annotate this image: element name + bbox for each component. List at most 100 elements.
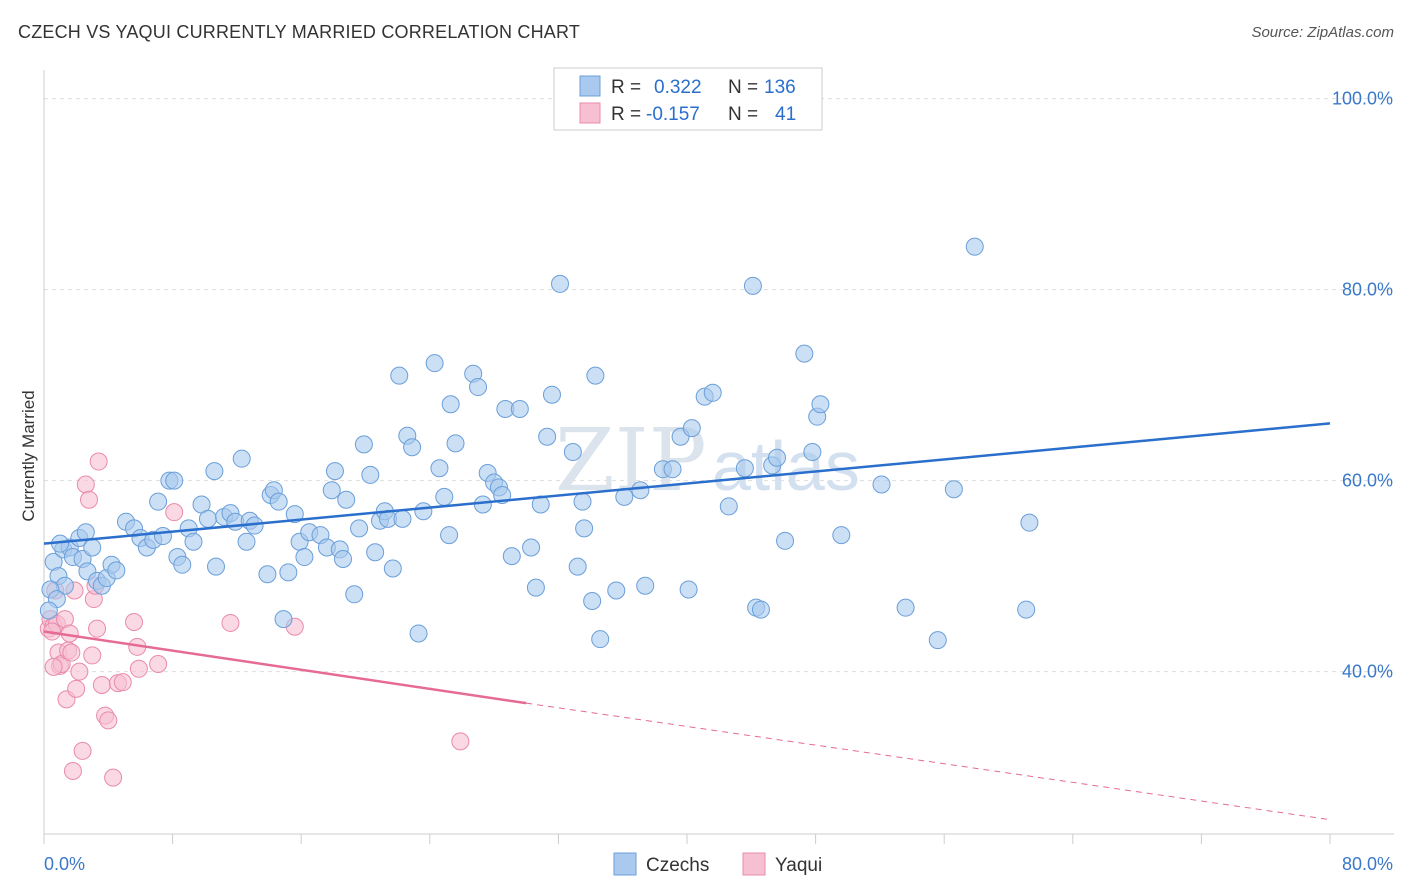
yaqui-legend-label: Yaqui: [775, 855, 822, 876]
yaqui-point: [92, 676, 111, 695]
czech-point: [719, 497, 738, 516]
czech-point: [237, 532, 256, 551]
czech-point: [333, 549, 352, 568]
czech-point: [575, 519, 594, 538]
czechs-legend-swatch: [613, 852, 637, 876]
czech-point: [258, 565, 277, 584]
czech-point: [83, 538, 102, 557]
czech-point: [583, 591, 602, 610]
trend-lines: [43, 422, 1331, 821]
stats-legend: R = 0.322 N = 136 R = -0.157 N = 41: [553, 67, 823, 131]
czech-point: [403, 438, 422, 457]
y-tick-label: 60.0%: [1342, 471, 1393, 491]
yaqui-point: [221, 613, 240, 632]
czech-point: [295, 548, 314, 567]
czech-point: [440, 526, 459, 545]
czech-point: [441, 395, 460, 414]
y-tick-labels: 40.0% 60.0% 80.0% 100.0%: [1332, 89, 1393, 682]
czech-point: [435, 487, 454, 506]
yaqui-n-label: N =: [728, 104, 758, 125]
yaqui-point: [62, 643, 81, 662]
yaqui-point: [73, 741, 92, 760]
czech-point: [811, 395, 830, 414]
czech-point: [538, 427, 557, 446]
source-label: Source: ZipAtlas.com: [1251, 24, 1394, 41]
czech-point: [274, 610, 293, 629]
czech-point: [165, 471, 184, 490]
czech-point: [586, 366, 605, 385]
czech-point: [896, 598, 915, 617]
czech-point: [872, 475, 891, 494]
czech-point: [153, 527, 172, 546]
czech-point: [173, 555, 192, 574]
czech-point: [149, 492, 168, 511]
czech-point: [944, 480, 963, 499]
czech-point: [414, 502, 433, 521]
x-tick-label: 80.0%: [1342, 854, 1393, 874]
yaqui-legend-swatch-bottom: [742, 852, 766, 876]
yaqui-point: [125, 612, 144, 631]
series-legend: Czechs Yaqui: [613, 852, 822, 876]
czech-trend-line: [43, 422, 1331, 545]
czech-r-label: R =: [611, 77, 641, 98]
grid-lines: [44, 98, 1394, 673]
czech-point: [568, 557, 587, 576]
x-tick-label: 0.0%: [44, 854, 85, 874]
czech-point: [425, 354, 444, 373]
czech-point: [184, 532, 203, 551]
czech-point: [965, 237, 984, 256]
czech-point: [682, 419, 701, 438]
czech-point: [768, 448, 787, 467]
czech-point: [325, 462, 344, 481]
czech-point: [1020, 513, 1039, 532]
czech-point: [322, 481, 341, 500]
czech-point: [502, 547, 521, 566]
yaqui-point: [70, 662, 89, 681]
czech-point: [107, 561, 126, 580]
czech-point: [751, 600, 770, 619]
yaqui-points: [39, 452, 470, 787]
czech-point: [679, 580, 698, 599]
yaqui-trend-line: [43, 630, 527, 705]
czech-point: [743, 276, 762, 295]
yaqui-point: [67, 679, 86, 698]
yaqui-r-value: -0.157: [646, 104, 700, 125]
yaqui-legend-swatch: [579, 102, 601, 124]
czech-point: [703, 383, 722, 402]
czech-point: [279, 563, 298, 582]
czech-point: [563, 443, 582, 461]
czech-point: [269, 492, 288, 511]
czech-point: [232, 449, 251, 468]
czech-point: [776, 531, 795, 550]
czech-point: [205, 462, 224, 481]
czech-point: [350, 519, 369, 538]
yaqui-point: [451, 732, 470, 751]
yaqui-point: [149, 655, 168, 674]
czech-point: [383, 559, 402, 578]
watermark: ZIP atlas: [555, 411, 860, 511]
czech-point: [663, 460, 682, 479]
czech-point: [354, 435, 373, 454]
czech-point: [390, 366, 409, 385]
czech-point: [522, 538, 541, 557]
yaqui-point: [104, 768, 123, 787]
czech-point: [39, 601, 58, 620]
czech-point: [607, 581, 626, 600]
czech-r-value: 0.322: [654, 77, 702, 98]
czech-point: [1017, 600, 1036, 619]
czech-points: [39, 237, 1039, 650]
czech-point: [469, 378, 488, 397]
czech-point: [366, 543, 385, 562]
czech-point: [551, 274, 570, 293]
czech-legend-swatch: [579, 75, 601, 97]
czech-point: [337, 490, 356, 509]
czech-point: [285, 505, 304, 524]
czech-point: [361, 465, 380, 484]
yaqui-point: [80, 490, 99, 509]
czech-point: [735, 459, 754, 478]
y-axis-title: Currently Married: [19, 390, 38, 521]
yaqui-point: [129, 659, 148, 678]
yaqui-point: [76, 475, 95, 494]
czech-point: [446, 434, 465, 453]
